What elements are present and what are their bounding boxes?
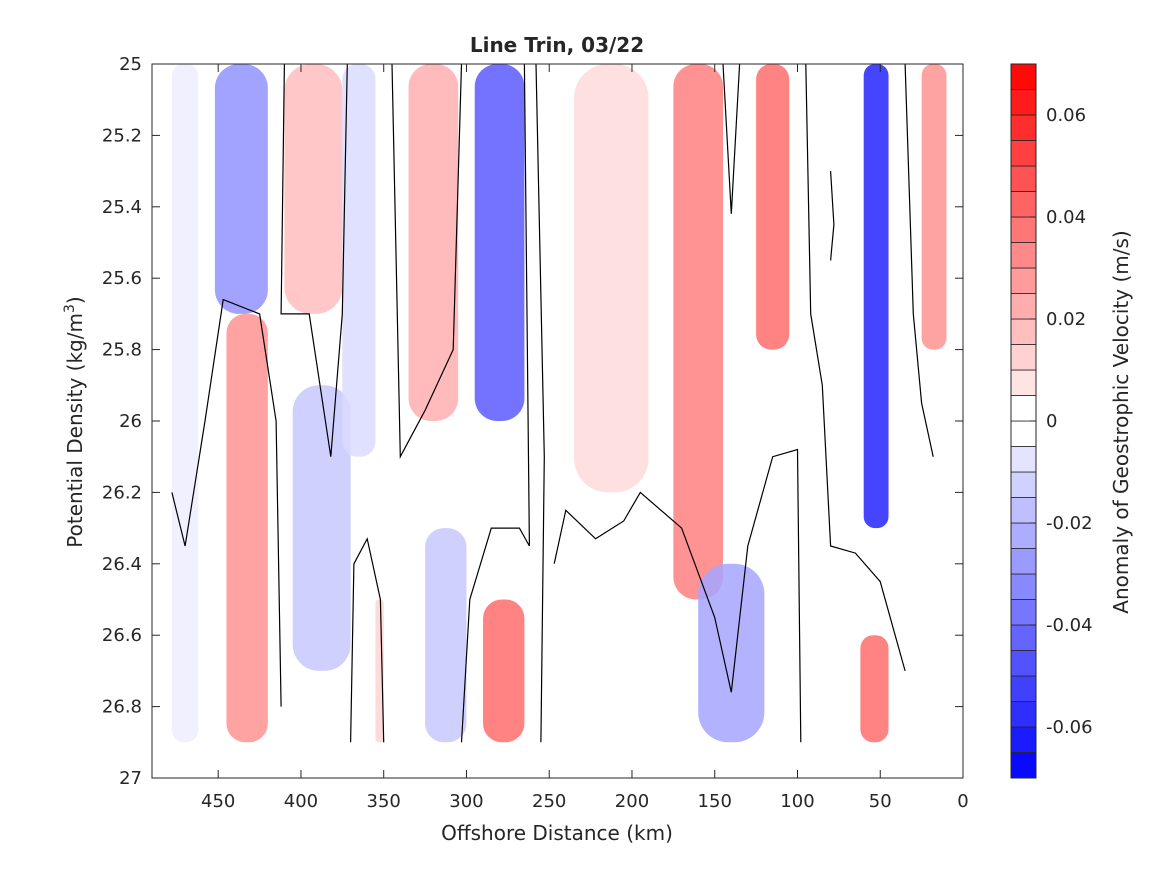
colorbar-level-3 xyxy=(1010,675,1037,702)
x-tick-label-4: 250 xyxy=(532,791,566,812)
zero-contour-10 xyxy=(830,171,835,261)
data-cell-0 xyxy=(171,64,199,743)
colorbar-level-15 xyxy=(1010,369,1037,396)
x-tick-label-5: 200 xyxy=(615,791,649,812)
x-tick-label-6: 150 xyxy=(698,791,732,812)
y-tick-label-8: 26.6 xyxy=(102,625,142,646)
data-cell-8 xyxy=(425,528,467,743)
colorbar-level-19 xyxy=(1010,267,1037,294)
zero-contour-7 xyxy=(722,63,741,214)
zero-contour-4 xyxy=(460,63,530,743)
colorbar-level-4 xyxy=(1010,650,1037,677)
colorbar-tick-label-2: 0.02 xyxy=(1046,309,1086,330)
colorbar-level-8 xyxy=(1010,548,1037,575)
data-cell-7 xyxy=(408,64,459,421)
zero-contours xyxy=(171,63,934,743)
y-tick-label-0: 25 xyxy=(119,54,142,75)
data-cell-3 xyxy=(284,64,343,314)
colorbar-label: Anomaly of Geostrophic Velocity (m/s) xyxy=(1109,230,1133,613)
colorbar-tick-label-5: -0.04 xyxy=(1046,615,1093,636)
colorbar-level-17 xyxy=(1010,318,1037,345)
data-cell-2 xyxy=(226,313,268,743)
colorbar-level-12 xyxy=(1010,446,1037,473)
x-tick-label-1: 400 xyxy=(284,791,318,812)
colorbar-level-18 xyxy=(1010,293,1037,320)
data-cell-10 xyxy=(483,599,525,743)
data-cell-12 xyxy=(673,64,724,600)
zero-contour-2 xyxy=(350,537,385,743)
colorbar-level-13 xyxy=(1010,420,1037,447)
y-tick-label-6: 26.2 xyxy=(102,482,142,503)
y-tick-label-1: 25.2 xyxy=(102,125,142,146)
plot-area xyxy=(152,64,963,778)
colorbar-level-24 xyxy=(1010,140,1037,167)
y-tick-label-9: 26.8 xyxy=(102,697,142,718)
x-tick-label-0: 450 xyxy=(201,791,235,812)
colorbar-tick-label-6: -0.06 xyxy=(1046,717,1093,738)
colorbar-level-2 xyxy=(1010,701,1037,728)
colorbar-tick-label-3: 0 xyxy=(1046,411,1057,432)
data-cell-1 xyxy=(214,64,268,314)
colorbar-level-1 xyxy=(1010,726,1037,753)
colorbar-ticks: 0.06 0.04 0.02 0 -0.02 -0.04 -0.06 xyxy=(1030,105,1093,738)
x-tick-label-3: 300 xyxy=(449,791,483,812)
data-cell-5 xyxy=(342,64,376,457)
colorbar-tick-label-0: 0.06 xyxy=(1046,105,1086,126)
y-tick-label-3: 25.6 xyxy=(102,268,142,289)
data-cell-13 xyxy=(698,563,765,743)
colorbar-level-23 xyxy=(1010,165,1037,192)
zero-contour-8 xyxy=(805,63,906,672)
data-cell-11 xyxy=(574,64,649,493)
colorbar-tick-label-1: 0.04 xyxy=(1046,207,1086,228)
colorbar-level-14 xyxy=(1010,395,1037,422)
plot-background xyxy=(152,64,963,778)
data-cell-15 xyxy=(863,64,889,529)
x-tick-label-8: 50 xyxy=(869,791,892,812)
data-cell-9 xyxy=(474,64,525,421)
data-cell-16 xyxy=(860,635,889,743)
y-axis-label-main: Potential Density (kg/m xyxy=(63,313,87,548)
chart-title: Line Trin, 03/22 xyxy=(470,33,644,57)
zero-contour-0 xyxy=(171,298,282,707)
zero-contour-5 xyxy=(535,63,545,743)
colorbar-level-16 xyxy=(1010,344,1037,371)
colorbar-level-20 xyxy=(1010,242,1037,269)
colorbar-level-0 xyxy=(1010,752,1037,779)
data-cell-14 xyxy=(756,64,790,350)
zero-contour-1 xyxy=(280,63,348,457)
x-tick-label-2: 350 xyxy=(367,791,401,812)
y-tick-label-2: 25.4 xyxy=(102,197,142,218)
zero-contour-9 xyxy=(904,63,934,457)
colorbar-level-22 xyxy=(1010,191,1037,218)
colorbar-level-11 xyxy=(1010,471,1037,498)
y-axis-label-superscript: 3 xyxy=(62,304,78,313)
y-tick-label-7: 26.4 xyxy=(102,554,142,575)
colorbar-level-27 xyxy=(1010,63,1037,90)
y-tick-label-4: 25.8 xyxy=(102,340,142,361)
colorbar-level-6 xyxy=(1010,599,1037,626)
y-axis-label: Potential Density (kg/m3) xyxy=(62,296,87,547)
colorbar-level-21 xyxy=(1010,216,1037,243)
y-tick-label-5: 26 xyxy=(119,411,142,432)
data-cell-17 xyxy=(921,64,947,350)
y-tick-label-10: 27 xyxy=(119,768,142,789)
colorbar-tick-label-4: -0.02 xyxy=(1046,513,1093,534)
x-axis-label: Offshore Distance (km) xyxy=(441,821,673,845)
colorbar-level-25 xyxy=(1010,114,1037,141)
colorbar-level-5 xyxy=(1010,624,1037,651)
zero-contour-6 xyxy=(553,448,802,743)
colorbar-level-26 xyxy=(1010,89,1037,116)
x-axis: 450 400 350 300 250 200 150 100 50 0 xyxy=(201,64,969,812)
colorbar-level-10 xyxy=(1010,497,1037,524)
zero-contour-3 xyxy=(391,63,463,460)
data-cell-4 xyxy=(292,385,351,671)
colorbar-level-7 xyxy=(1010,573,1037,600)
colorbar-level-9 xyxy=(1010,522,1037,549)
y-axis: 25 25.2 25.4 25.6 25.8 26 26.2 26.4 26.6 26.8 27 xyxy=(102,54,963,789)
colorbar xyxy=(1010,63,1037,779)
x-tick-label-7: 100 xyxy=(780,791,814,812)
x-tick-label-9: 0 xyxy=(957,791,968,812)
y-axis-label-close: ) xyxy=(63,296,87,304)
